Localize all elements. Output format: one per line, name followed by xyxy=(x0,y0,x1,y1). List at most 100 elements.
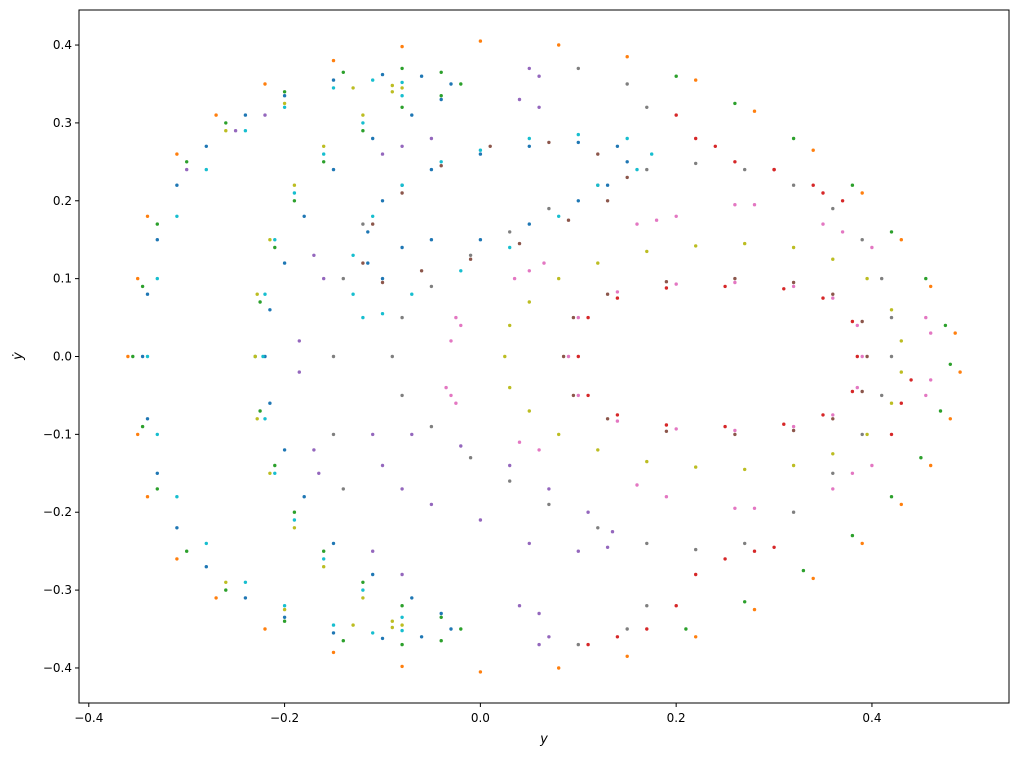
point-0-46 xyxy=(527,144,531,148)
point-6-0 xyxy=(566,354,571,359)
point-0-38 xyxy=(429,238,434,242)
point-2-1 xyxy=(140,284,145,289)
point-5-0 xyxy=(561,354,566,359)
point-6-36 xyxy=(831,487,835,491)
point-4-9 xyxy=(586,510,590,514)
point-0-51 xyxy=(366,230,370,234)
point-5-13 xyxy=(664,429,669,433)
point-6-20 xyxy=(752,203,757,207)
point-6-26 xyxy=(449,339,453,343)
point-9-14 xyxy=(263,292,267,296)
y-tick-label-4: 0.0 xyxy=(53,350,72,364)
point-8-11 xyxy=(889,308,894,312)
point-1-0 xyxy=(126,354,130,359)
y-tick-label-7: 0.3 xyxy=(53,116,72,130)
point-6-5 xyxy=(791,284,796,289)
point-7-9 xyxy=(743,167,747,172)
point-8-39 xyxy=(292,526,297,530)
point-2-21 xyxy=(322,549,326,553)
point-4-35 xyxy=(185,167,189,172)
point-4-15 xyxy=(537,74,541,78)
point-7-35 xyxy=(625,82,629,86)
point-0-42 xyxy=(605,183,610,187)
point-4-32 xyxy=(547,635,551,639)
point-1-3 xyxy=(175,152,179,156)
point-3-21 xyxy=(811,183,815,187)
point-0-29 xyxy=(331,631,336,635)
point-1-17 xyxy=(953,331,957,335)
point-6-29 xyxy=(454,401,458,405)
point-2-23 xyxy=(400,604,404,608)
point-1-30 xyxy=(331,650,336,655)
point-3-9 xyxy=(850,389,855,394)
point-8-35 xyxy=(282,101,287,106)
point-4-31 xyxy=(537,642,541,647)
point-0-17 xyxy=(268,308,272,312)
point-6-22 xyxy=(527,269,531,273)
point-7-1 xyxy=(400,315,404,320)
point-8-23 xyxy=(527,409,531,413)
point-4-2 xyxy=(400,487,404,491)
point-3-27 xyxy=(723,557,727,561)
point-4-21 xyxy=(312,253,316,257)
y-tick-label-5: 0.1 xyxy=(53,272,72,286)
y-tick-label-6: 0.2 xyxy=(53,194,72,208)
point-4-29 xyxy=(517,604,522,608)
point-9-28 xyxy=(175,495,179,499)
point-6-41 xyxy=(870,245,874,250)
y-tick-label-0: −0.4 xyxy=(43,661,72,675)
x-tick-label-4: 0.4 xyxy=(862,711,881,725)
point-0-21 xyxy=(302,495,306,499)
series-9 xyxy=(145,78,654,635)
series-6 xyxy=(444,203,933,510)
point-6-18 xyxy=(674,214,678,218)
point-4-26 xyxy=(317,471,321,475)
point-8-44 xyxy=(390,625,394,630)
point-7-18 xyxy=(831,471,835,475)
point-7-11 xyxy=(831,206,835,211)
point-9-16 xyxy=(263,417,267,421)
point-2-24 xyxy=(439,615,443,619)
point-1-27 xyxy=(557,666,561,670)
point-0-50 xyxy=(380,199,385,203)
point-5-3 xyxy=(664,280,669,284)
point-9-6 xyxy=(331,86,336,90)
point-6-10 xyxy=(831,413,835,417)
point-0-52 xyxy=(366,261,370,265)
point-6-19 xyxy=(733,203,737,207)
point-1-6 xyxy=(331,58,336,63)
point-9-44 xyxy=(508,245,512,250)
point-5-15 xyxy=(571,393,576,398)
point-2-10 xyxy=(439,94,443,98)
point-6-8 xyxy=(860,354,864,359)
point-9-10 xyxy=(361,121,365,125)
point-4-22 xyxy=(322,276,326,281)
point-8-27 xyxy=(268,238,272,242)
point-8-34 xyxy=(351,86,355,90)
point-9-7 xyxy=(371,78,375,82)
point-0-12 xyxy=(410,113,414,117)
y-tick-label-2: −0.2 xyxy=(43,505,72,519)
point-6-4 xyxy=(733,280,737,285)
point-5-22 xyxy=(605,199,610,203)
point-9-38 xyxy=(576,132,580,137)
point-7-20 xyxy=(743,541,747,546)
point-7-38 xyxy=(625,627,629,631)
point-4-10 xyxy=(547,487,551,491)
point-9-23 xyxy=(371,631,375,635)
x-tick-label-0: −0.4 xyxy=(74,711,103,725)
point-1-35 xyxy=(136,432,140,437)
point-0-37 xyxy=(400,245,404,250)
x-tick-label-3: 0.2 xyxy=(667,711,686,725)
point-1-10 xyxy=(625,55,629,59)
point-8-19 xyxy=(694,465,698,469)
point-6-35 xyxy=(752,506,757,510)
point-4-33 xyxy=(233,129,238,133)
point-6-44 xyxy=(924,393,928,398)
point-0-14 xyxy=(331,167,336,172)
point-5-18 xyxy=(419,269,424,273)
point-3-15 xyxy=(586,393,590,398)
point-6-45 xyxy=(929,378,933,382)
point-8-20 xyxy=(645,459,649,464)
point-5-14 xyxy=(605,417,610,421)
